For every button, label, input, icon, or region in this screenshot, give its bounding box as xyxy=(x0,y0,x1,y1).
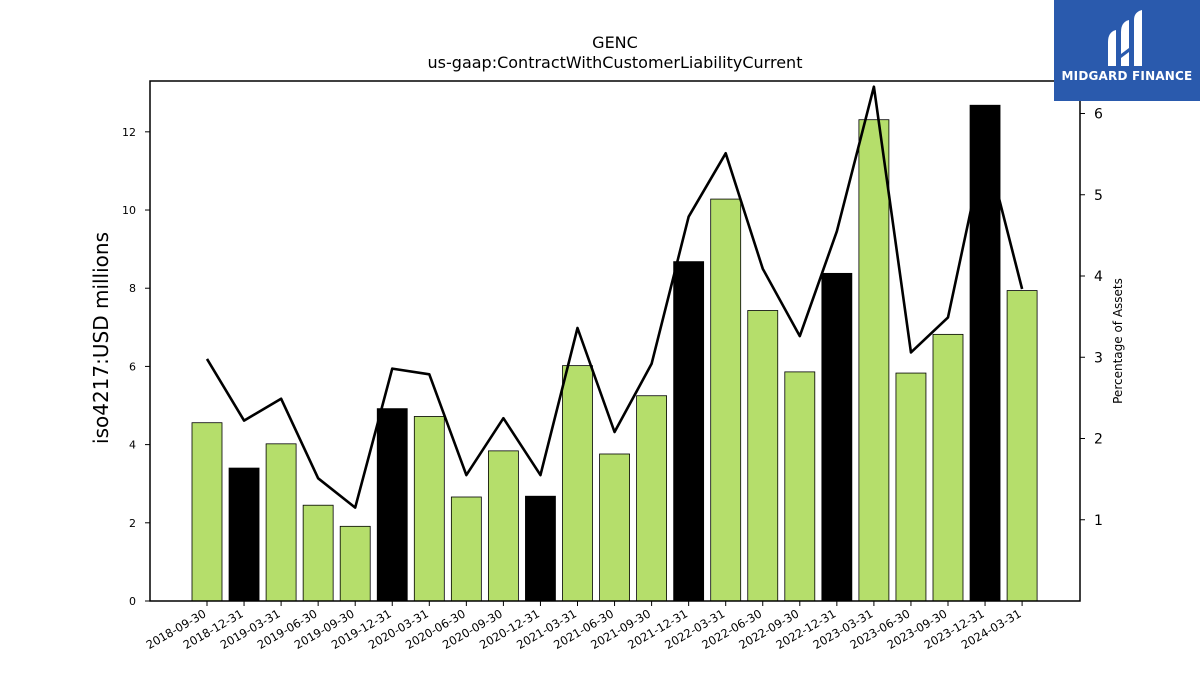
y-axis-left: 0 2 4 6 8 10 12 xyxy=(122,126,150,608)
y-tick-label: 4 xyxy=(129,439,136,452)
bar-2021-09-30 xyxy=(636,395,667,602)
y-axis-label: iso4217:USD millions xyxy=(89,232,113,444)
y-tick-label: 12 xyxy=(122,126,136,139)
logo-text: MIDGARD FINANCE xyxy=(1061,69,1193,83)
y2-tick-label: 5 xyxy=(1094,188,1103,204)
y-tick-label: 0 xyxy=(129,595,136,608)
line-series-layer xyxy=(205,85,1024,509)
bar-series xyxy=(191,104,1038,602)
y-tick-label: 8 xyxy=(129,282,136,295)
y-axis-right: 1 2 3 4 5 6 xyxy=(1080,107,1103,529)
bar-2022-03-31 xyxy=(710,198,742,602)
y2-tick-label: 6 xyxy=(1094,107,1103,123)
chart-subtitle: us-gaap:ContractWithCustomerLiabilityCur… xyxy=(427,53,803,72)
bar-2019-12-31 xyxy=(376,408,408,602)
midgard-finance-logo: MIDGARD FINANCE xyxy=(1054,0,1200,101)
bar-2019-03-31 xyxy=(265,443,297,602)
y2-tick-label: 4 xyxy=(1094,269,1103,285)
bar-2020-09-30 xyxy=(487,450,519,602)
y2-tick-label: 1 xyxy=(1094,513,1103,529)
y2-axis-label: Percentage of Assets xyxy=(1111,278,1125,404)
y2-tick-label: 3 xyxy=(1094,350,1103,366)
bar-2020-03-31 xyxy=(413,416,445,602)
y-tick-label: 2 xyxy=(129,517,136,530)
bar-2018-12-31 xyxy=(228,467,260,602)
bar-2021-12-31 xyxy=(673,261,705,602)
bar-2021-03-31 xyxy=(562,365,593,602)
bar-2022-06-30 xyxy=(747,310,779,602)
bar-2020-06-30 xyxy=(450,496,482,602)
chart-title: GENC xyxy=(592,33,638,52)
y-tick-label: 6 xyxy=(129,360,136,373)
bar-2022-12-31 xyxy=(821,272,853,602)
bar-2023-06-30 xyxy=(895,372,927,602)
bar-2018-09-30 xyxy=(191,422,223,602)
midgard-logo-icon xyxy=(1108,10,1142,66)
bar-2023-09-30 xyxy=(932,333,964,602)
x-axis: 2018-09-302018-12-312019-03-312019-06-30… xyxy=(144,601,1024,652)
bar-2019-09-30 xyxy=(339,525,371,602)
bar-2023-03-31 xyxy=(858,119,890,602)
bar-2022-09-30 xyxy=(784,371,816,602)
y-tick-label: 10 xyxy=(122,204,136,217)
bar-2019-06-30 xyxy=(302,504,334,602)
bar-2020-12-31 xyxy=(525,495,556,602)
percentage-of-assets-line xyxy=(205,85,1024,509)
bar-2021-06-30 xyxy=(599,453,630,602)
bar-2024-03-31 xyxy=(1006,290,1038,602)
y2-tick-label: 2 xyxy=(1094,432,1103,448)
